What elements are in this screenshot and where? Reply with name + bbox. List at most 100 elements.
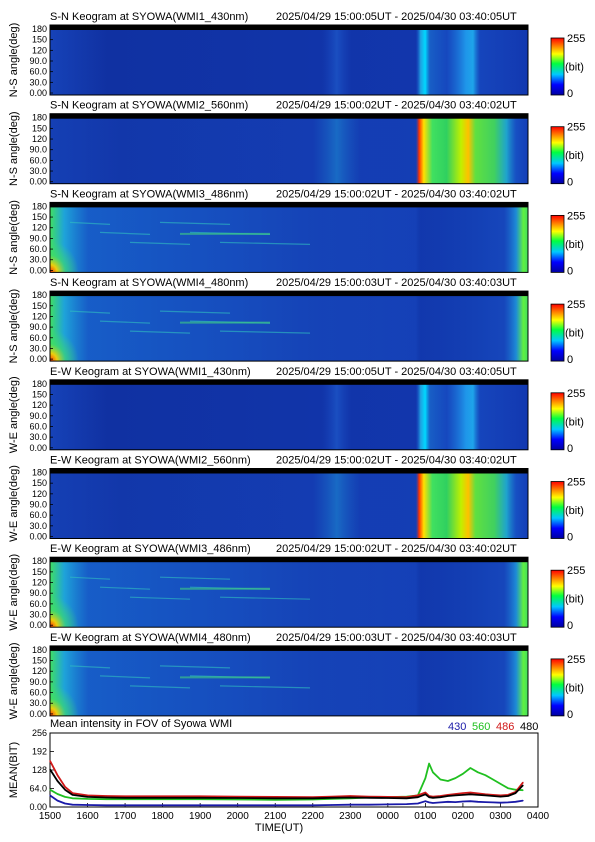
keogram-streak <box>99 231 151 235</box>
data-point-430 <box>86 804 89 806</box>
keogram-ytick-label: 90.0 <box>29 145 47 155</box>
colorbar-unit-label: (bit) <box>565 328 584 340</box>
data-point-430 <box>162 804 164 806</box>
data-point-480 <box>349 796 351 799</box>
chart-ytick-label: 0.00 <box>29 802 47 812</box>
data-point-430 <box>447 801 449 803</box>
panel-title: E-W Keogram at SYOWA(WMI3_486nm) <box>50 543 251 555</box>
keogram-ytick-label: 90.0 <box>29 233 47 243</box>
keogram-ytick-label: 150 <box>32 478 47 488</box>
colorbar <box>550 37 565 96</box>
data-point-430 <box>387 803 389 806</box>
data-point-480 <box>514 792 517 794</box>
keogram-panel: S-N Keogram at SYOWA(WMI1_430nm) 2025/04/… <box>8 11 585 100</box>
data-point-560 <box>462 773 464 775</box>
data-point-480 <box>312 797 314 799</box>
data-point-480 <box>124 797 126 799</box>
keogram-streak <box>69 221 111 225</box>
keogram-ytick-label: 30.0 <box>29 610 47 620</box>
data-point-480 <box>454 794 456 797</box>
keogram-emission <box>50 113 528 184</box>
keogram-ylabel: W-E angle(deg) <box>8 465 20 542</box>
chart-xtick-label: 1600 <box>76 811 99 822</box>
colorbar-min-label: 0 <box>567 88 573 100</box>
keogram-twilight-glow <box>50 684 79 716</box>
data-point-560 <box>86 798 89 800</box>
keogram-ytick-label: 150 <box>32 123 47 133</box>
chart-xtick-label: 2200 <box>302 811 325 822</box>
chart-ytick-label: 64.0 <box>29 784 47 794</box>
keogram-mask-band <box>50 291 528 297</box>
keogram-ytick-label: 180 <box>32 468 47 478</box>
data-point-430 <box>492 801 494 804</box>
panel-title: S-N Keogram at SYOWA(WMI3_486nm) <box>50 188 248 200</box>
panel-time-range: 2025/04/29 15:00:05UT - 2025/04/30 03:40… <box>276 11 517 23</box>
keogram-frame <box>49 556 529 628</box>
data-point-430 <box>349 804 351 806</box>
data-point-480 <box>484 794 486 797</box>
colorbar-unit-label: (bit) <box>565 682 584 694</box>
data-point-480 <box>447 795 449 797</box>
data-point-560 <box>274 799 276 801</box>
keogram-ytick-label: 180 <box>32 556 47 566</box>
data-point-486 <box>49 760 51 762</box>
data-point-560 <box>514 789 517 791</box>
colorbar-max-label: 255 <box>567 299 585 311</box>
panel-time-range: 2025/04/29 15:00:03UT - 2025/04/30 03:40… <box>276 632 517 644</box>
data-point-430 <box>477 801 479 803</box>
panel-title: S-N Keogram at SYOWA(WMI1_430nm) <box>50 11 248 23</box>
keogram-ytick-label: 0.00 <box>29 709 47 719</box>
keogram-emission <box>50 468 528 539</box>
keogram-ytick-label: 0.00 <box>29 265 47 275</box>
keogram-ytick-label: 150 <box>32 656 47 666</box>
data-point-486 <box>162 795 164 797</box>
keogram-panel: E-W Keogram at SYOWA(WMI1_430nm) 2025/04/… <box>8 366 585 455</box>
keogram-ytick-label: 180 <box>32 201 47 211</box>
colorbar-unit-label: (bit) <box>565 239 584 251</box>
keogram-panel: S-N Keogram at SYOWA(WMI3_486nm) 2025/04/… <box>8 188 585 277</box>
chart-xtick-label: 0300 <box>489 811 512 822</box>
data-point-486 <box>469 791 471 794</box>
panel-time-range: 2025/04/29 15:00:02UT - 2025/04/30 03:40… <box>276 188 517 200</box>
data-point-430 <box>454 801 456 803</box>
data-point-480 <box>432 797 434 799</box>
keogram-ytick-label: 120 <box>32 45 47 55</box>
keogram-emission <box>50 645 528 716</box>
keogram-ytick-label: 120 <box>32 578 47 588</box>
keogram-ytick-label: 150 <box>32 35 47 45</box>
data-point-560 <box>237 798 239 801</box>
keogram-frame <box>49 24 529 96</box>
data-point-560 <box>522 789 524 791</box>
data-point-480 <box>477 794 479 796</box>
data-point-430 <box>484 801 486 803</box>
keogram-ytick-label: 120 <box>32 223 47 233</box>
data-point-486 <box>477 792 479 795</box>
chart-ytick-label: 192 <box>32 747 47 757</box>
keogram-ytick-label: 180 <box>32 290 47 300</box>
data-point-486 <box>417 794 419 797</box>
colorbar-unit-label: (bit) <box>565 416 584 428</box>
colorbar <box>550 303 565 362</box>
keogram-frame <box>49 201 529 273</box>
data-point-486 <box>462 792 464 794</box>
data-point-560 <box>428 763 430 765</box>
colorbar-max-label: 255 <box>567 122 585 134</box>
colorbar-max-label: 255 <box>567 477 585 489</box>
data-point-430 <box>312 804 314 806</box>
data-point-560 <box>64 796 66 798</box>
keogram-ylabel: W-E angle(deg) <box>8 642 20 719</box>
data-point-486 <box>424 791 426 794</box>
data-point-430 <box>330 804 333 806</box>
keogram-ytick-label: 180 <box>32 645 47 655</box>
chart-xtick-label: 0100 <box>414 811 437 822</box>
data-point-560 <box>312 798 314 801</box>
data-point-430 <box>368 804 370 806</box>
panel-title: E-W Keogram at SYOWA(WMI1_430nm) <box>50 366 251 378</box>
data-point-430 <box>49 794 51 797</box>
data-point-480 <box>274 797 276 799</box>
chart-ylabel: MEAN(BIT) <box>8 742 20 798</box>
keogram-streak <box>159 576 231 580</box>
data-point-560 <box>507 787 509 789</box>
keogram-streak <box>129 241 191 245</box>
